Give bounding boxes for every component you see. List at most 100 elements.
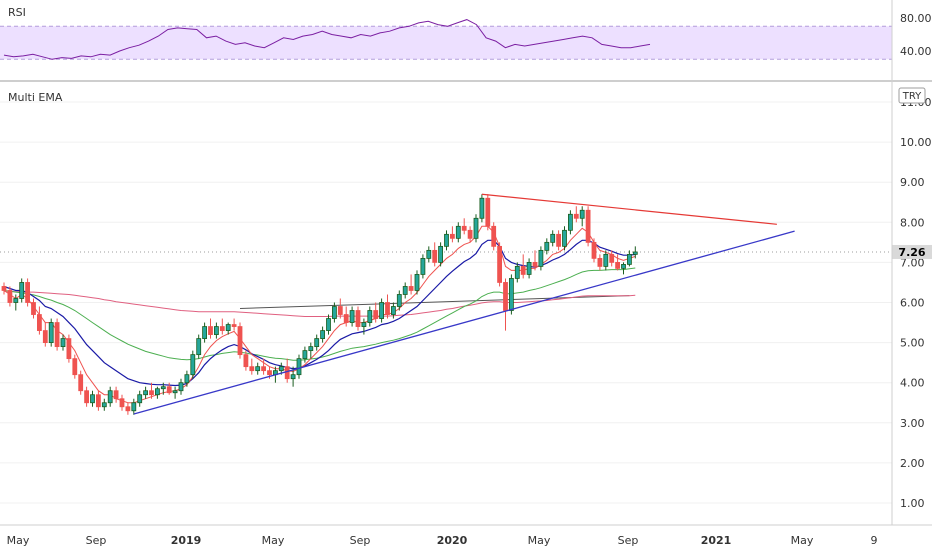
candle-body-49 <box>290 374 296 380</box>
candle-body-58 <box>343 314 349 323</box>
candle-body-101 <box>597 257 603 267</box>
candle-body-50 <box>296 358 302 376</box>
price-tick-label-5: 6.00 <box>900 297 925 310</box>
last-price-label: 7.26 <box>898 246 925 259</box>
currency-badge-label: TRY <box>902 91 922 102</box>
candle-body-60 <box>355 310 361 327</box>
candle-body-30 <box>178 382 184 392</box>
price-tick-label-4: 7.00 <box>900 256 925 269</box>
time-tick-label-10: 9 <box>871 534 878 547</box>
candle-body-27 <box>160 386 166 390</box>
candle-body-13 <box>78 374 84 392</box>
rsi-pane[interactable]: RSI 80.00 40.00 <box>0 6 932 60</box>
candle-body-28 <box>166 386 172 394</box>
horizontal-trendline[interactable] <box>239 295 630 310</box>
time-tick-label-7: Sep <box>618 534 639 547</box>
candle-body-82 <box>485 197 491 227</box>
candle-body-93 <box>550 233 556 243</box>
candle-body-89 <box>526 261 532 275</box>
candle-body-97 <box>573 213 579 219</box>
candle-body-72 <box>426 249 432 259</box>
candle-body-23 <box>137 394 143 404</box>
candle-body-12 <box>72 358 78 376</box>
candle-body-55 <box>326 318 331 331</box>
candle-body-94 <box>556 233 561 247</box>
candle-body-95 <box>562 229 567 247</box>
time-tick-label-1: Sep <box>86 534 107 547</box>
candle-body-90 <box>532 261 538 267</box>
candle-body-6 <box>37 314 42 331</box>
candle-body-103 <box>609 253 615 263</box>
candle-body-17 <box>101 402 107 408</box>
candle-body-88 <box>520 266 526 275</box>
time-tick-label-2: 2019 <box>171 534 202 547</box>
time-tick-label-4: Sep <box>350 534 371 547</box>
time-axis[interactable]: May Sep 2019 May Sep 2020 May Sep 2021 May 9 <box>7 534 878 547</box>
time-tick-label-5: 2020 <box>437 534 468 547</box>
resistance-trendline[interactable] <box>481 193 777 225</box>
candle-body-80 <box>473 217 479 239</box>
candle-body-48 <box>284 366 290 380</box>
candle-body-15 <box>90 394 95 404</box>
rsi-tick-label-0: 80.00 <box>900 12 932 25</box>
candle-body-87 <box>514 266 520 279</box>
candle-body-8 <box>48 322 54 343</box>
candle-body-78 <box>461 225 467 231</box>
candle-body-29 <box>172 390 178 394</box>
candle-body-62 <box>367 310 373 323</box>
candle-body-104 <box>615 261 620 269</box>
candle-body-47 <box>278 366 284 372</box>
price-tick-label-1: 10.00 <box>900 136 932 149</box>
candle-body-92 <box>544 241 550 251</box>
time-tick-label-9: May <box>791 534 814 547</box>
candle-body-10 <box>60 338 66 348</box>
candle-body-34 <box>202 326 208 339</box>
candle-body-0 <box>1 286 7 291</box>
candle-body-33 <box>196 338 202 356</box>
candle-body-83 <box>491 225 497 247</box>
candle-body-75 <box>444 233 449 247</box>
candle-body-102 <box>603 253 609 267</box>
rsi-title: RSI <box>8 6 26 19</box>
price-tick-label-9: 2.00 <box>900 457 925 470</box>
time-tick-label-6: May <box>528 534 551 547</box>
candle-body-99 <box>585 209 591 243</box>
candle-body-54 <box>320 330 326 339</box>
candle-body-59 <box>349 310 355 323</box>
candle-body-7 <box>42 330 48 344</box>
price-pane[interactable]: Multi EMA 11.0010.009.008.007.006.005.00… <box>0 87 932 510</box>
candle-body-43 <box>255 366 261 372</box>
support-trendline[interactable] <box>133 230 795 415</box>
candle-body-107 <box>632 251 638 255</box>
price-tick-label-3: 8.00 <box>900 216 925 229</box>
candle-body-71 <box>420 257 426 275</box>
candle-body-98 <box>579 209 585 219</box>
candle-body-24 <box>143 390 149 396</box>
candle-body-57 <box>337 306 343 315</box>
candle-body-14 <box>84 390 89 404</box>
candle-body-51 <box>302 350 308 360</box>
candle-body-45 <box>267 370 272 376</box>
time-tick-label-0: May <box>7 534 30 547</box>
time-tick-label-8: 2021 <box>701 534 732 547</box>
rsi-tick-label-1: 40.00 <box>900 45 932 58</box>
candle-body-53 <box>314 338 320 348</box>
candle-body-4 <box>25 282 31 303</box>
currency-badge[interactable]: TRY <box>898 87 926 104</box>
rsi-price-axis[interactable]: 80.00 40.00 <box>900 12 932 58</box>
candle-body-86 <box>508 278 514 311</box>
rsi-band <box>0 26 892 60</box>
candle-body-42 <box>249 366 255 372</box>
candle-body-21 <box>125 406 131 412</box>
candle-body-20 <box>119 398 125 408</box>
candle-body-32 <box>190 354 196 376</box>
candle-body-81 <box>479 197 485 219</box>
time-tick-label-3: May <box>262 534 285 547</box>
candle-body-40 <box>237 326 243 356</box>
price-axis[interactable]: 11.0010.009.008.007.006.005.004.003.002.… <box>900 96 932 510</box>
candle-body-2 <box>13 298 19 303</box>
candle-body-44 <box>261 366 267 372</box>
price-tick-label-2: 9.00 <box>900 176 925 189</box>
